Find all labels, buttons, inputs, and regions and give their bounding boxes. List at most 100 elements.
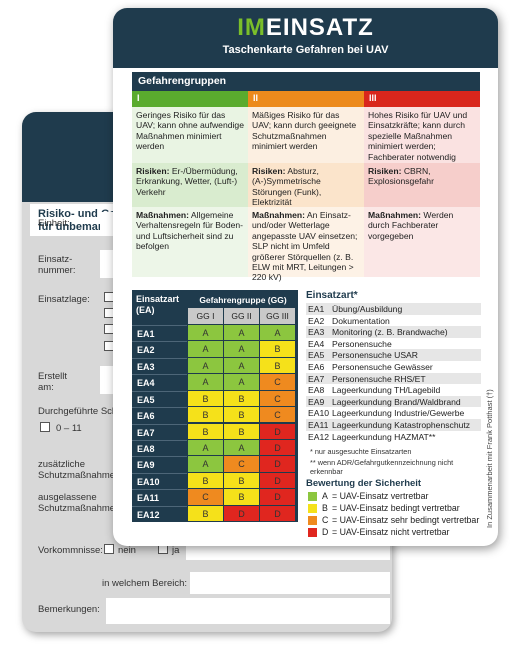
rating-cell: C bbox=[188, 489, 223, 505]
rating-text: = UAV-Einsatz bedingt vertretbar bbox=[332, 503, 460, 513]
field-label: Vorkommnisse: bbox=[38, 545, 103, 556]
list-code: EA3 bbox=[308, 327, 325, 338]
risks-label: Risiken: bbox=[136, 166, 170, 176]
measures-cell: Maßnahmen: An Einsatz- und/oder Wetterla… bbox=[248, 207, 364, 282]
risks-cell: Risiken: Er-/Übermüdung, Erkrankung, Wet… bbox=[132, 163, 248, 207]
rating-cell: B bbox=[224, 489, 259, 505]
measures-label: Maßnahmen: bbox=[252, 210, 305, 220]
subtitle: Taschenkarte Gefahren bei UAV bbox=[222, 44, 389, 56]
front-card: IMEINSATZ Taschenkarte Gefahren bei UAV … bbox=[113, 8, 498, 546]
input-field bbox=[106, 598, 390, 624]
rating-cell: B bbox=[188, 423, 223, 439]
list-code: EA8 bbox=[308, 385, 325, 396]
field-label: Einsatzlage: bbox=[38, 294, 90, 305]
input-field bbox=[190, 572, 390, 594]
checkbox bbox=[40, 422, 50, 432]
row-label: EA5 bbox=[132, 390, 187, 407]
rating-swatch bbox=[308, 528, 317, 537]
logo: IMEINSATZ bbox=[113, 14, 498, 42]
field-label: Durchgeführte Sch bbox=[38, 406, 118, 417]
measures-label: Maßnahmen: bbox=[136, 210, 189, 220]
field-label: ausgelassene Schutzmaßnahmen bbox=[38, 492, 121, 514]
list-name: Lageerkundung HAZMAT** bbox=[332, 431, 436, 442]
rating-cell: A bbox=[188, 456, 223, 472]
measures-label: Maßnahmen: bbox=[368, 210, 421, 220]
group-header: II bbox=[248, 91, 364, 107]
risks-text: Absturz, (A-)Symmetrische Störungen (Fun… bbox=[252, 166, 322, 208]
rating-text: = UAV-Einsatz vertretbar bbox=[332, 491, 429, 501]
hazard-table: I Geringes Risiko für das UAV; kann ohne … bbox=[132, 91, 480, 282]
footnote: ** wenn ADR/Gefahrgutkennzeichnung nicht… bbox=[310, 458, 454, 476]
rating-cell: A bbox=[188, 341, 223, 357]
list-code: EA7 bbox=[308, 373, 325, 384]
row-label: EA10 bbox=[132, 472, 187, 489]
logo-main: EINSATZ bbox=[265, 14, 374, 41]
checkbox bbox=[104, 544, 114, 554]
footnote: * nur ausgesuchte Einsatzarten bbox=[310, 447, 412, 456]
field-label: Einsatz- nummer: bbox=[38, 254, 76, 276]
list-name: Personensuche Gewässer bbox=[332, 362, 433, 372]
rating-cell: A bbox=[224, 357, 259, 374]
credit: In Zusammenarbeit mit Frank Potthast (†) bbox=[485, 389, 494, 528]
list-stripe bbox=[306, 372, 481, 385]
field-label: ja bbox=[172, 545, 180, 556]
list-name: Monitoring (z. B. Brandwache) bbox=[332, 327, 448, 338]
rating-cell: A bbox=[224, 325, 259, 341]
list-code: EA12 bbox=[308, 431, 330, 442]
rating-cell: A bbox=[188, 374, 223, 390]
measures-text: An Einsatz- und/oder Wetterlage angepass… bbox=[252, 210, 358, 283]
list-stripe bbox=[306, 303, 481, 315]
list-name: Lageerkundung Industrie/Gewerbe bbox=[332, 408, 465, 419]
row-label: EA8 bbox=[132, 439, 187, 456]
field-label: zusätzliche Schutzmaßnahmen bbox=[38, 459, 121, 481]
row-label: EA7 bbox=[132, 423, 187, 440]
rating-text: = UAV-Einsatz sehr bedingt vertretbar bbox=[332, 515, 480, 525]
description-cell: Geringes Risiko für das UAV; kann ohne a… bbox=[132, 107, 248, 163]
field-label: Bemerkungen: bbox=[38, 604, 100, 615]
risks-label: Risiken: bbox=[252, 166, 286, 176]
column-header: GG II bbox=[224, 308, 259, 324]
rating-cell: D bbox=[260, 423, 295, 439]
rating-cell: A bbox=[260, 325, 295, 341]
list-code: EA6 bbox=[308, 362, 325, 372]
rating-cell: C bbox=[260, 390, 295, 407]
rating-cell: B bbox=[188, 472, 223, 489]
rating-cell: A bbox=[224, 341, 259, 357]
measures-cell: Maßnahmen: Werden durch Fachberater vorg… bbox=[364, 207, 480, 277]
list-code: EA5 bbox=[308, 350, 325, 361]
description-cell: Mäßiges Risiko für das UAV; kann durch g… bbox=[248, 107, 364, 163]
list-code: EA9 bbox=[308, 396, 325, 407]
list-code: EA11 bbox=[308, 420, 329, 430]
list-name: Personensuche bbox=[332, 338, 392, 349]
rating-cell: D bbox=[260, 439, 295, 456]
group-header: I bbox=[132, 91, 248, 107]
list-stripe bbox=[306, 349, 481, 361]
column-header: GG I bbox=[188, 308, 223, 324]
rating-letter: D bbox=[322, 527, 329, 537]
column-header: GG III bbox=[260, 308, 295, 324]
rating-cell: D bbox=[260, 456, 295, 472]
field-label: in welchem Bereich: bbox=[102, 578, 188, 589]
list-stripe bbox=[306, 326, 481, 338]
rating-cell: B bbox=[260, 357, 295, 374]
field-label: 0 – 11 bbox=[56, 423, 82, 434]
rating-cell: B bbox=[224, 423, 259, 439]
list-name: Lageerkundung TH/Lagebild bbox=[332, 385, 441, 396]
field-label: nein bbox=[118, 545, 136, 556]
mission-list: Einsatzart* EA1 Übung/Ausbildung EA2 Dokumen… bbox=[306, 290, 481, 540]
rating-swatch bbox=[308, 504, 317, 513]
list-code: EA2 bbox=[308, 315, 325, 326]
field-label: Erstellt am: bbox=[38, 371, 68, 393]
row-label: EA12 bbox=[132, 505, 187, 522]
back-title: Risiko- und Gef für unbemannt bbox=[38, 208, 119, 234]
rating-cell: A bbox=[188, 325, 223, 341]
rating-swatch bbox=[308, 516, 317, 525]
rating-cell: A bbox=[188, 357, 223, 374]
rating-letter: B bbox=[322, 503, 328, 513]
matrix-header: Gefahrengruppe (GG) bbox=[199, 295, 287, 305]
table-title: Gefahrengruppen bbox=[132, 72, 480, 91]
list-stripe bbox=[306, 430, 481, 443]
matrix: Einsatzart (EA) Gefahrengruppe (GG) GG I GG… bbox=[132, 290, 298, 522]
list-stripe bbox=[306, 407, 481, 419]
row-label: EA11 bbox=[132, 489, 187, 505]
